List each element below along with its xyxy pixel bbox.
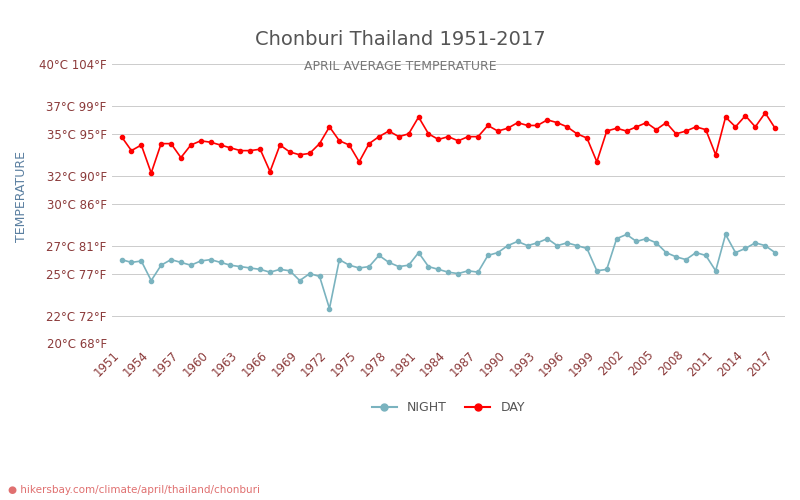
- Text: APRIL AVERAGE TEMPERATURE: APRIL AVERAGE TEMPERATURE: [304, 60, 496, 73]
- Y-axis label: TEMPERATURE: TEMPERATURE: [15, 151, 28, 242]
- Text: Chonburi Thailand 1951-2017: Chonburi Thailand 1951-2017: [254, 30, 546, 49]
- Text: ● hikersbay.com/climate/april/thailand/chonburi: ● hikersbay.com/climate/april/thailand/c…: [8, 485, 260, 495]
- Legend: NIGHT, DAY: NIGHT, DAY: [366, 396, 530, 419]
